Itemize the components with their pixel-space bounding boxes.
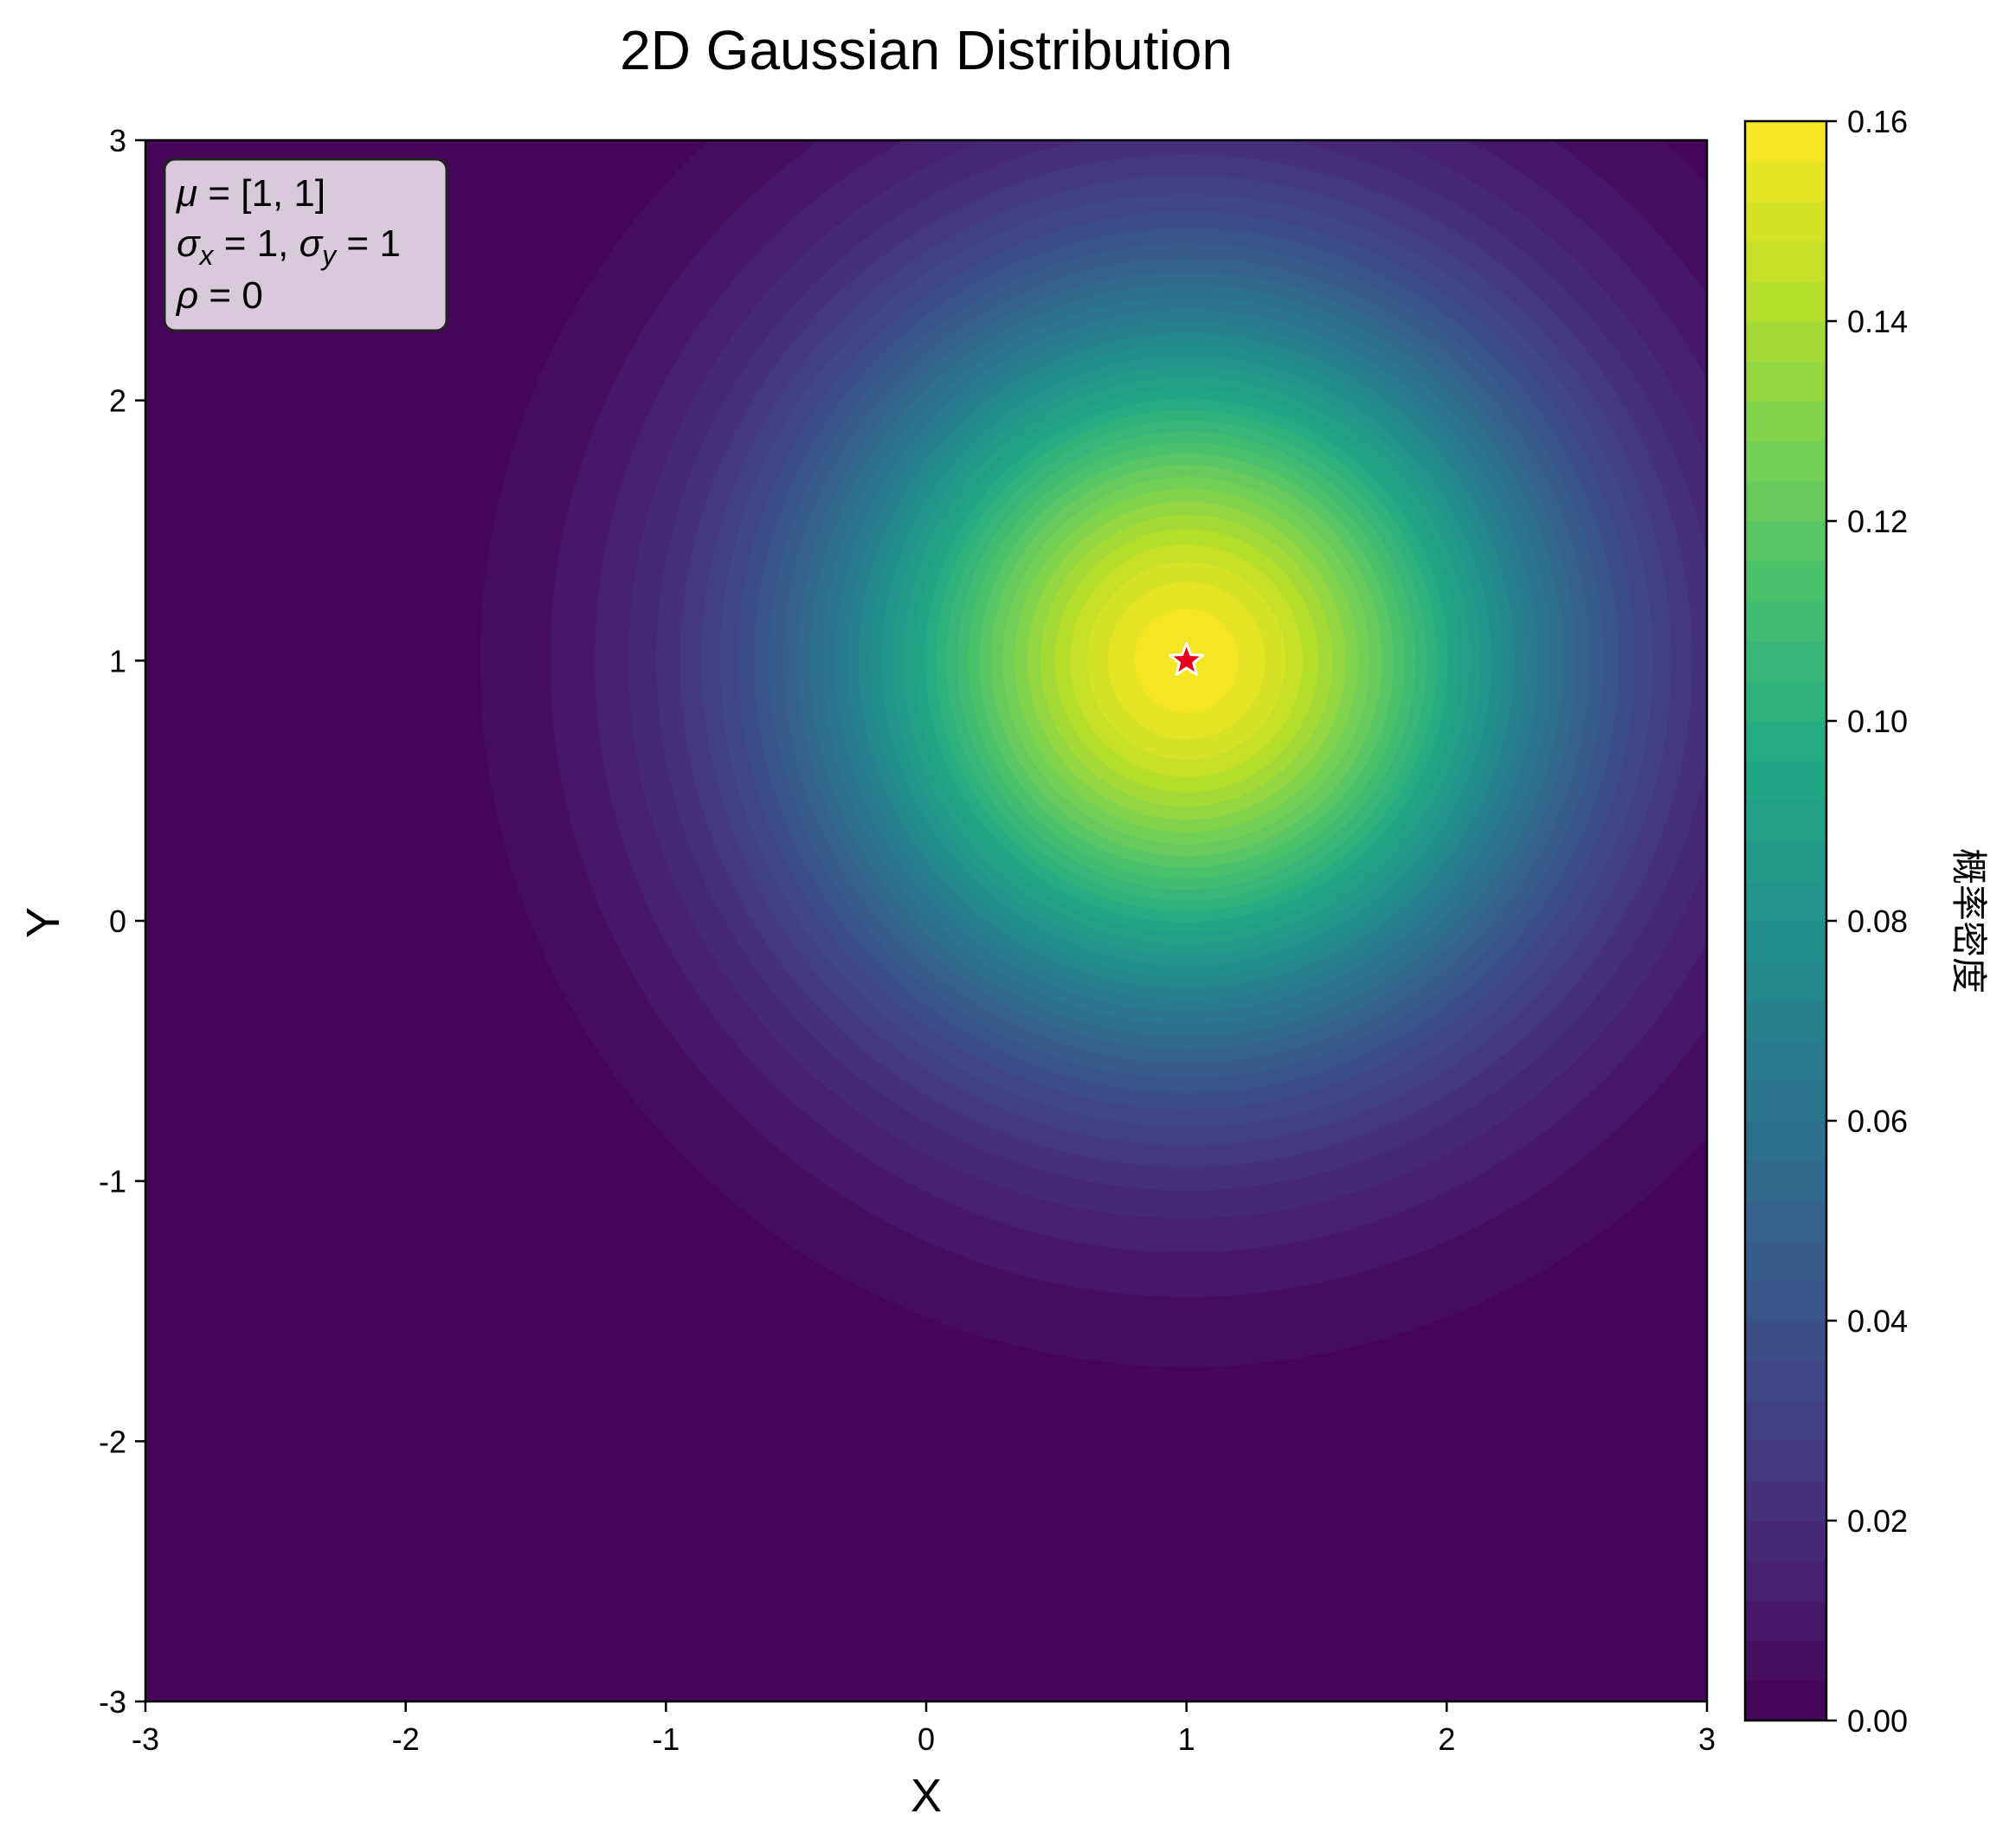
y-tick-label: 3 [109,123,126,158]
colorbar-ticks: 0.00 0.02 0.04 0.06 0.08 0.10 0.12 0.14 0.16 [1826,104,1908,1739]
colorbar-band [1745,1560,1826,1601]
x-tick-label: -3 [132,1721,159,1757]
colorbar-band [1745,1600,1826,1642]
y-tick-label: 2 [109,383,126,419]
colorbar-band [1745,1121,1826,1161]
colorbar-tick-label: 0.04 [1847,1303,1908,1339]
colorbar-band [1745,1521,1826,1561]
x-tick-label: 0 [918,1721,935,1757]
colorbar-band [1745,1240,1826,1282]
colorbar-band [1745,1200,1826,1242]
colorbar-band [1745,1360,1826,1401]
colorbar-tick-label: 0.08 [1847,904,1908,939]
y-tick-label: -1 [99,1164,126,1200]
peak-star-marker [1169,641,1205,677]
colorbar-band [1745,121,1826,162]
colorbar-band [1745,921,1826,962]
x-tick-label: -1 [652,1721,680,1757]
y-tick-label: -2 [99,1424,126,1459]
plot-area [144,138,1709,1703]
peak-marker-layer [1169,641,1205,677]
colorbar-band [1745,201,1826,242]
colorbar-band [1745,1280,1826,1322]
y-tick-label: 0 [109,904,126,939]
colorbar-bands [1745,121,1826,1721]
parameter-annotation-box: μ = [1, 1] σx = 1, σy = 1 ρ = 0 [163,158,448,332]
colorbar-tick-label: 0.06 [1847,1103,1908,1139]
colorbar-band [1745,1480,1826,1521]
colorbar-tick-label: 0.12 [1847,504,1908,539]
colorbar-band [1745,1080,1826,1122]
x-tick-label: 1 [1178,1721,1195,1757]
colorbar-band [1745,1400,1826,1442]
colorbar-band [1745,441,1826,482]
colorbar-band [1745,401,1826,442]
colorbar-label: 概率密度 [1948,848,1990,994]
colorbar-tick-label: 0.02 [1847,1503,1908,1539]
colorbar-band [1745,161,1826,202]
colorbar-band [1745,1440,1826,1482]
colorbar-band [1745,1040,1826,1082]
colorbar-band [1745,1680,1826,1721]
annotation-mu: μ = [1, 1] [176,172,325,215]
annotation-sigma: σx = 1, σy = 1 [177,222,401,271]
colorbar-band [1745,1321,1826,1361]
x-axis-label: X [911,1770,942,1822]
colorbar-band [1745,521,1826,562]
colorbar-band [1745,640,1826,682]
y-axis-ticks: -3 -2 -1 0 1 2 3 [99,123,145,1720]
colorbar-band [1745,241,1826,282]
annotation-rho: ρ = 0 [175,274,263,317]
y-tick-label: 1 [109,643,126,679]
y-tick-label: -3 [99,1684,126,1720]
colorbar-band [1745,561,1826,601]
colorbar-tick-label: 0.00 [1847,1703,1908,1739]
colorbar-band [1745,961,1826,1001]
colorbar-band [1745,801,1826,842]
colorbar-band [1745,321,1826,362]
colorbar-band [1745,480,1826,522]
colorbar-band [1745,280,1826,322]
colorbar-tick-label: 0.10 [1847,704,1908,739]
colorbar-band [1745,880,1826,922]
x-axis-ticks: -3 -2 -1 0 1 2 3 [132,1701,1716,1757]
colorbar-tick-label: 0.16 [1847,104,1908,139]
x-tick-label: 3 [1698,1721,1716,1757]
colorbar-band [1745,1640,1826,1682]
colorbar-band [1745,601,1826,642]
x-tick-label: -2 [392,1721,420,1757]
colorbar-band [1745,680,1826,722]
colorbar-band [1745,840,1826,882]
x-tick-label: 2 [1438,1721,1455,1757]
colorbar-band [1745,721,1826,762]
colorbar: 0.00 0.02 0.04 0.06 0.08 0.10 0.12 0.14 0.16 概率密… [1743,104,1990,1739]
colorbar-band [1745,361,1826,402]
colorbar-band [1745,1161,1826,1201]
chart-title: 2D Gaussian Distribution [620,19,1233,81]
colorbar-band [1745,1000,1826,1042]
colorbar-band [1745,761,1826,801]
y-axis-label: Y [17,907,69,938]
colorbar-tick-label: 0.14 [1847,304,1908,339]
